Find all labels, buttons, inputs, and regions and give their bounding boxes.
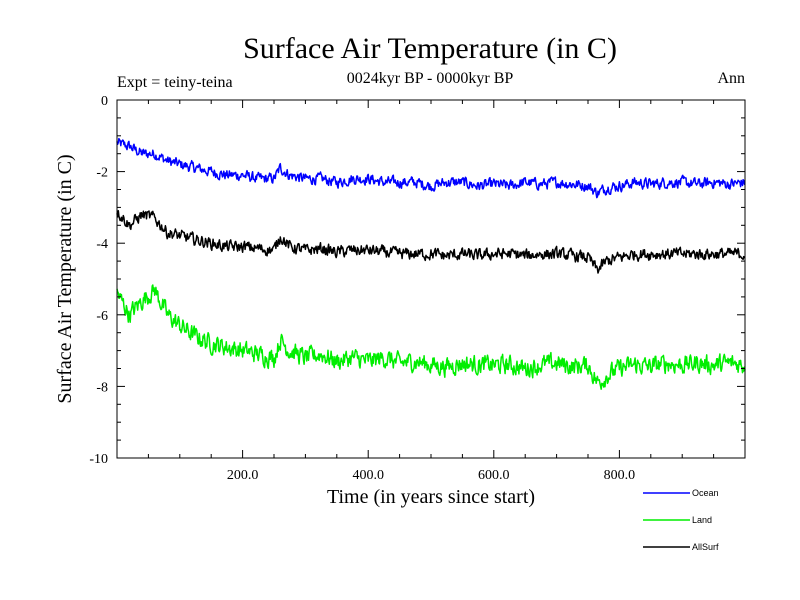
legend-label-allsurf: AllSurf xyxy=(692,542,719,552)
ticks-layer: 0 -2 -4 -6 -8 -10 200.0 400.0 600.0 800.0 xyxy=(89,94,746,483)
chart-subtitle: 0024kyr BP - 0000kyr BP xyxy=(347,70,514,87)
plot-frame xyxy=(116,99,746,459)
legend-entry-ocean: Ocean xyxy=(643,488,719,498)
y-axis-label: Surface Air Temperature (in C) xyxy=(54,154,76,403)
legend: Ocean Land AllSurf xyxy=(643,488,719,552)
y-tick-label: -6 xyxy=(96,309,108,324)
y-tick-label: -8 xyxy=(96,380,108,395)
x-tick-label: 200.0 xyxy=(227,468,259,483)
legend-entry-allsurf: AllSurf xyxy=(643,542,719,552)
series-line-ocean xyxy=(116,137,746,199)
legend-label-ocean: Ocean xyxy=(692,488,719,498)
y-tick-label: -10 xyxy=(89,452,108,467)
season-label: Ann xyxy=(717,70,745,87)
experiment-label: Expt = teiny-teina xyxy=(117,74,233,91)
x-tick-label: 400.0 xyxy=(352,468,384,483)
x-axis-label: Time (in years since start) xyxy=(327,486,535,508)
legend-entry-land: Land xyxy=(643,515,712,525)
chart-title: Surface Air Temperature (in C) xyxy=(243,32,617,65)
y-tick-label: -4 xyxy=(96,237,108,252)
y-tick-label: -2 xyxy=(96,166,108,181)
x-tick-label: 800.0 xyxy=(604,468,636,483)
plot-area: 0 -2 -4 -6 -8 -10 200.0 400.0 600.0 800.0 xyxy=(89,94,746,483)
series-line-allsurf xyxy=(116,209,746,274)
legend-label-land: Land xyxy=(692,515,712,525)
x-tick-label: 600.0 xyxy=(478,468,510,483)
series-line-land xyxy=(116,284,746,390)
series-layer xyxy=(116,137,746,390)
y-tick-label: 0 xyxy=(101,94,108,109)
